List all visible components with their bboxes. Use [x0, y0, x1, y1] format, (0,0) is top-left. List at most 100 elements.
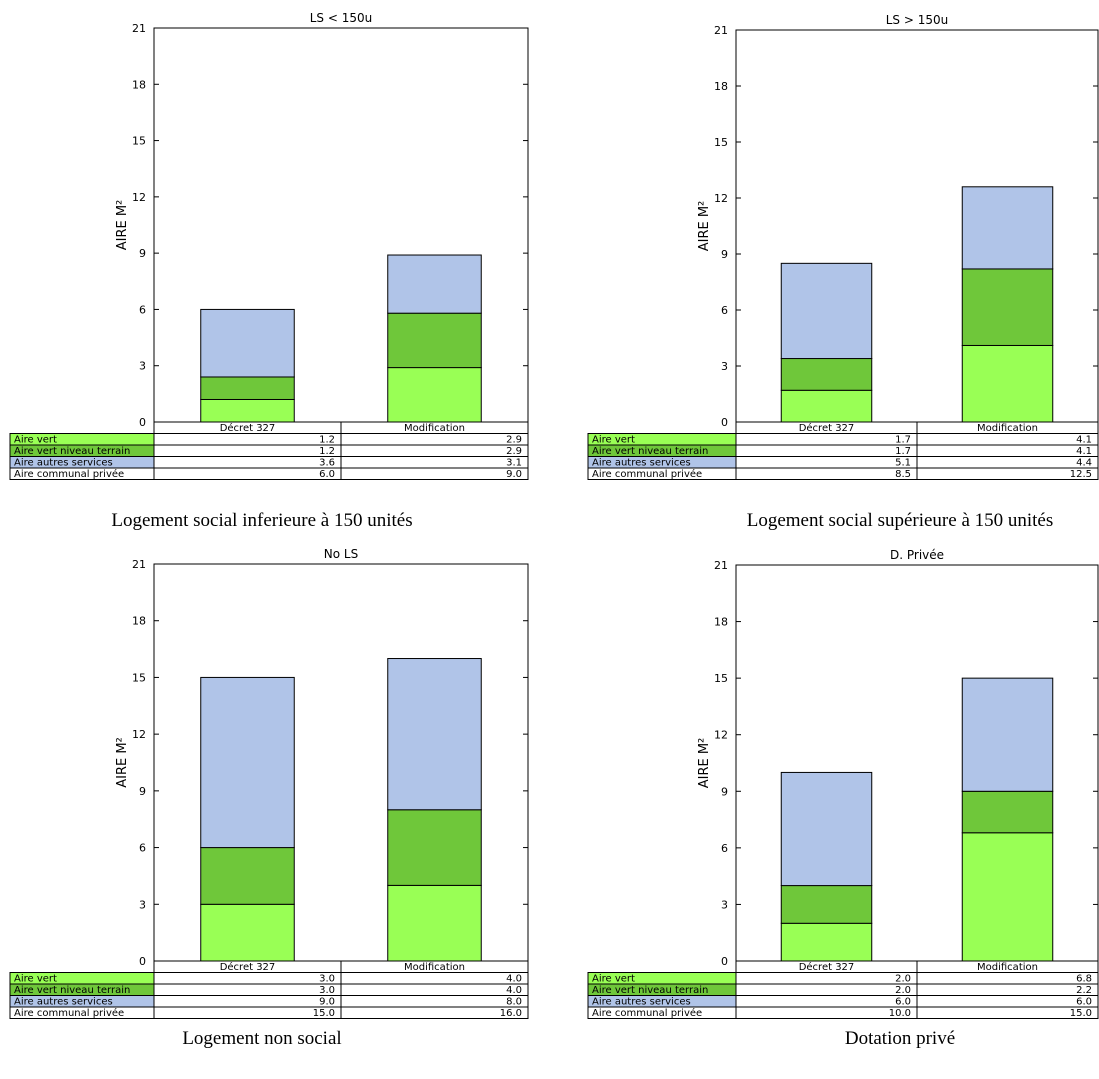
table-row-label: Aire communal privée: [14, 1007, 124, 1019]
chart-panel-4: D. Privée 0 3 6 9 12 15 18 21 AIRE M² Décret 327 Mo…: [587, 548, 1099, 1049]
table-value: 2.9: [506, 446, 522, 457]
y-tick-label: 0: [721, 955, 728, 968]
table-header-label: Modification: [977, 962, 1038, 973]
table-value-cell: [153, 995, 342, 1008]
table-value-cell: [916, 983, 1099, 996]
table-value: 15.0: [313, 1008, 335, 1019]
table-value: 4.1: [1076, 435, 1092, 446]
table-value: 3.0: [319, 974, 335, 985]
y-tick-label: 12: [132, 728, 146, 741]
table-header-label: Modification: [977, 423, 1038, 434]
bar-2-seg-3: [387, 254, 482, 314]
table-value: 6.0: [1076, 997, 1092, 1008]
table-value: 1.7: [895, 435, 911, 446]
bar-1-seg-2: [200, 847, 295, 905]
y-tick-label: 0: [721, 416, 728, 429]
table-value: 2.2: [1076, 985, 1092, 996]
bar-2-seg-1: [961, 832, 1054, 962]
y-tick-label: 0: [139, 955, 146, 968]
y-tick-label: 6: [721, 842, 728, 855]
table-value: 1.7: [895, 446, 911, 457]
table-value-cell: [916, 467, 1099, 480]
table-value: 2.9: [506, 435, 522, 446]
chart-title: No LS: [324, 547, 358, 561]
y-tick-label: 21: [132, 558, 146, 571]
table-value-cell: [340, 983, 529, 996]
y-axis-label: AIRE M²: [697, 738, 712, 789]
table-header-label: Modification: [404, 423, 465, 434]
chart-panel-1: LS < 150u 0 3 6 9 12 15 18 21 AIRE M² Décret 327 Mo…: [9, 11, 529, 531]
y-tick-label: 3: [721, 360, 728, 373]
table-value-cell: [735, 456, 918, 469]
table-value-cell: [340, 433, 529, 446]
panel-caption: Logement social inferieure à 150 unités: [111, 510, 412, 531]
table-value-cell: [153, 972, 342, 985]
bar-2-seg-3: [387, 658, 482, 811]
bar-1-seg-3: [200, 676, 295, 849]
chart-panel-3: No LS 0 3 6 9 12 15 18 21 AIRE M² Décret 327 Modifi…: [9, 547, 529, 1049]
table-value-cell: [153, 467, 342, 480]
table-value-cell: [153, 433, 342, 446]
table-header-label: Décret 327: [799, 422, 855, 434]
table-value: 2.0: [895, 974, 911, 985]
panel-caption: Dotation privé: [845, 1028, 955, 1049]
table-value-cell: [916, 456, 1099, 469]
table-row-label: Aire autres services: [592, 997, 691, 1008]
table-value-cell: [735, 467, 918, 480]
table-value-cell: [340, 995, 529, 1008]
y-axis-label: AIRE M²: [115, 200, 130, 251]
y-tick-label: 12: [132, 191, 146, 204]
y-tick-label: 15: [714, 136, 728, 149]
table-value-cell: [340, 456, 529, 469]
table-value: 8.0: [506, 997, 522, 1008]
table-value: 5.1: [895, 458, 911, 469]
table-value-cell: [735, 995, 918, 1008]
table-row-label: Aire vert: [14, 974, 57, 985]
y-tick-label: 9: [139, 247, 146, 260]
chart-title: LS < 150u: [310, 11, 373, 25]
bar-2-seg-2: [961, 790, 1054, 834]
table-value: 3.1: [506, 458, 522, 469]
table-value: 1.2: [319, 435, 335, 446]
table-row-label: Aire vert niveau terrain: [592, 446, 708, 457]
table-value-cell: [916, 1006, 1099, 1019]
table-value: 8.5: [895, 469, 911, 480]
bar-2-seg-1: [387, 367, 482, 423]
y-tick-label: 6: [139, 303, 146, 316]
chart-panel-2: LS > 150u 0 3 6 9 12 15 18 21 AIRE M² Décret 327 Mo…: [587, 13, 1099, 531]
y-axis-label: AIRE M²: [115, 737, 130, 788]
table-row-label: Aire vert niveau terrain: [14, 985, 130, 996]
table-row-label: Aire communal privée: [14, 468, 124, 480]
table-value-cell: [916, 972, 1099, 985]
table-value: 3.6: [319, 458, 335, 469]
table-row-label: Aire vert niveau terrain: [14, 446, 130, 457]
table-value: 12.5: [1070, 469, 1092, 480]
table-value: 6.0: [895, 997, 911, 1008]
y-tick-label: 3: [721, 898, 728, 911]
y-tick-label: 21: [714, 559, 728, 572]
y-axis-label: AIRE M²: [697, 201, 712, 252]
table-value-cell: [735, 433, 918, 446]
bar-1-seg-3: [780, 262, 873, 360]
table-value: 4.0: [506, 985, 522, 996]
chart-title: D. Privée: [890, 548, 944, 562]
y-tick-label: 9: [721, 785, 728, 798]
bar-2-seg-1: [961, 344, 1054, 423]
table-value-cell: [916, 444, 1099, 457]
table-value-cell: [735, 972, 918, 985]
table-value-cell: [153, 456, 342, 469]
table-value: 4.4: [1076, 458, 1092, 469]
table-value-cell: [340, 972, 529, 985]
y-tick-label: 9: [139, 785, 146, 798]
bar-1-seg-1: [200, 398, 295, 423]
table-value: 1.2: [319, 446, 335, 457]
table-row-label: Aire communal privée: [592, 468, 702, 480]
table-header-label: Décret 327: [220, 422, 276, 434]
table-value-cell: [916, 995, 1099, 1008]
panel-caption: Logement social supérieure à 150 unités: [747, 510, 1054, 531]
bar-2-seg-2: [387, 312, 482, 369]
table-value: 9.0: [319, 997, 335, 1008]
table-value: 16.0: [500, 1008, 522, 1019]
table-row-label: Aire autres services: [14, 458, 113, 469]
